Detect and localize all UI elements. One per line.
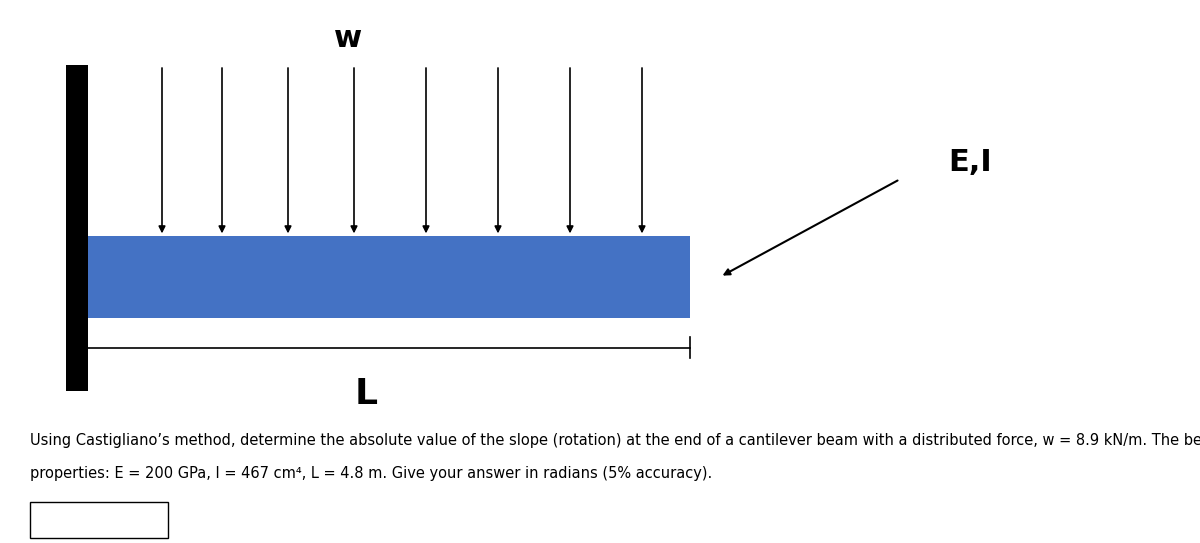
Text: L: L [354,377,378,411]
Bar [30,502,168,538]
Bar [84,236,690,318]
Text: properties: E = 200 GPa, I = 467 cm⁴, L = 4.8 m. Give your answer in radians (5%: properties: E = 200 GPa, I = 467 cm⁴, L … [30,465,713,481]
Text: Using Castigliano’s method, determine the absolute value of the slope (rotation): Using Castigliano’s method, determine th… [30,433,1200,448]
Text: w: w [334,23,362,53]
Text: E,I: E,I [948,148,991,178]
Bar [66,65,88,391]
